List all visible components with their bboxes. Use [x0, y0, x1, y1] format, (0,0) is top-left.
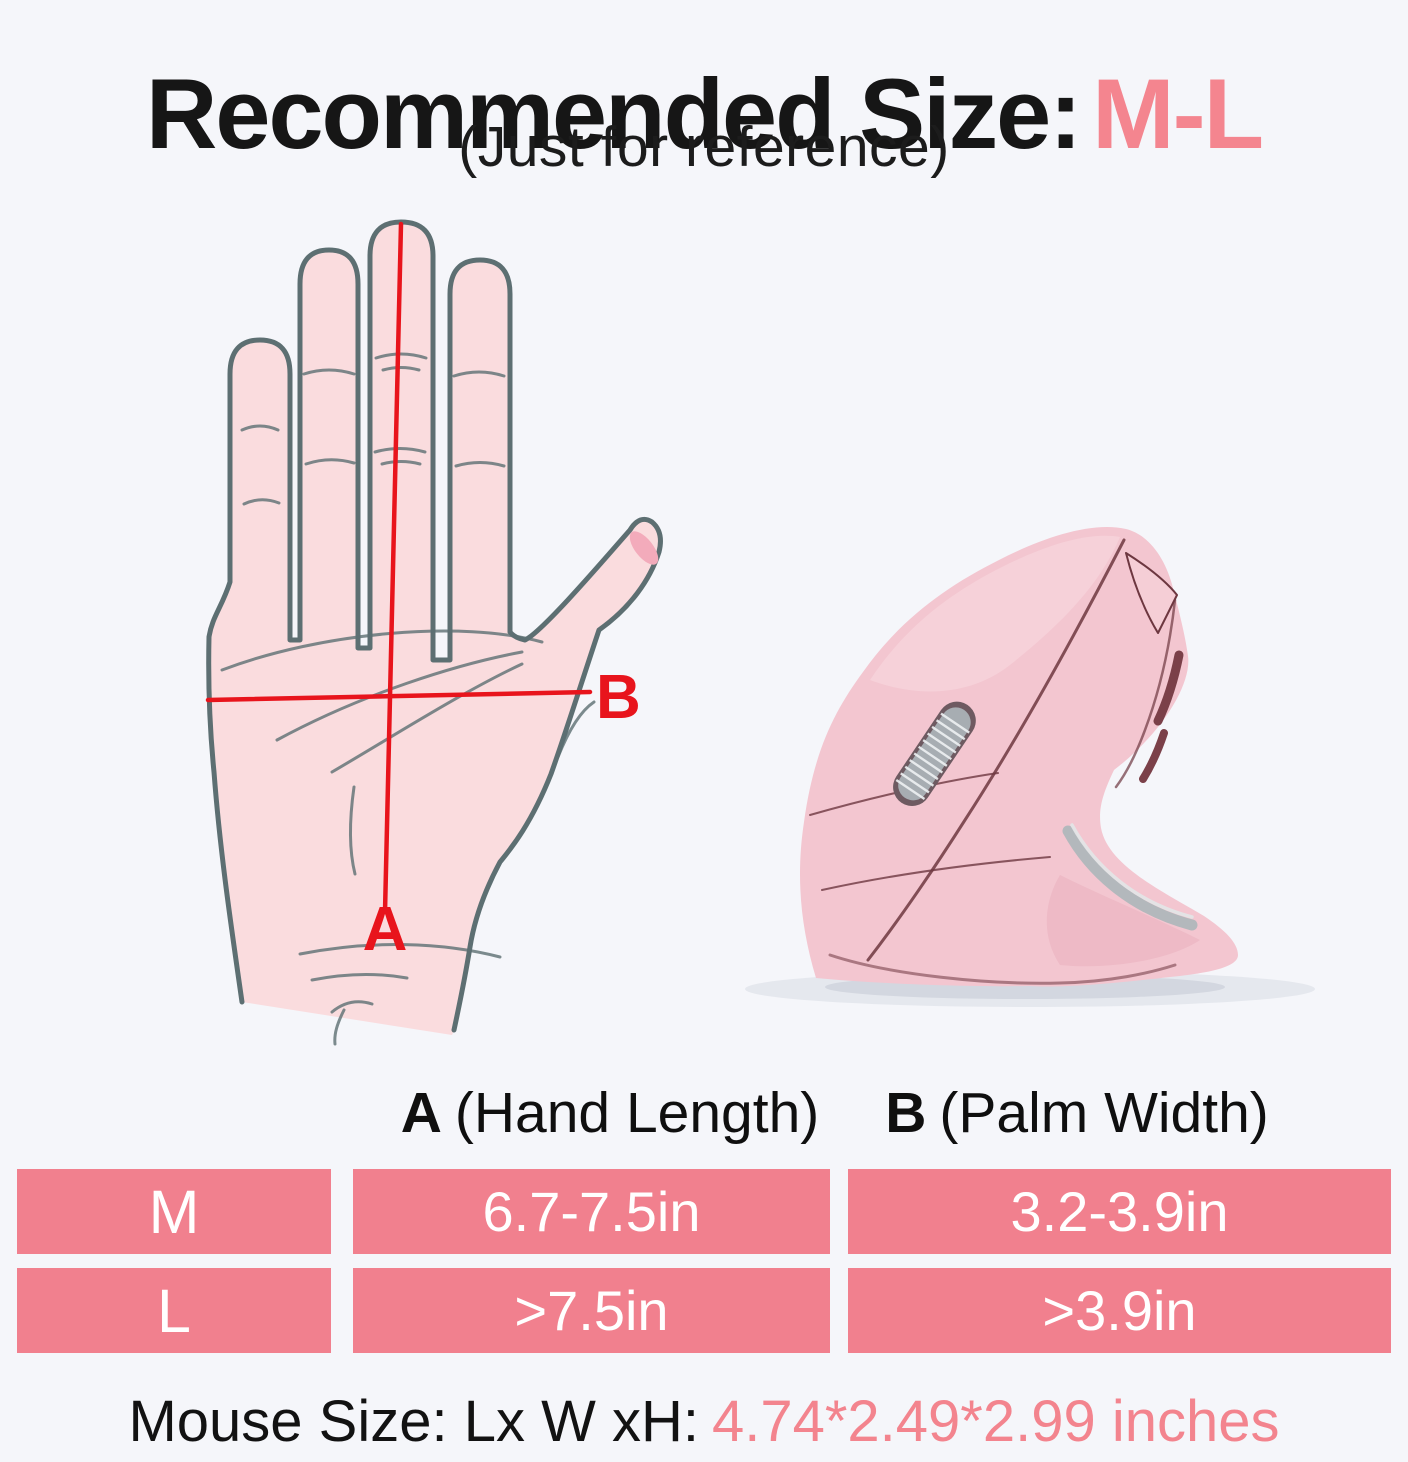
scroll-wheel	[893, 701, 976, 806]
column-header-palm-width: B (Palm Width)	[827, 1080, 1327, 1146]
page-title: Recommended Size: M-L	[0, 56, 1408, 173]
mouse-size-line: Mouse Size: Lx W xH: 4.74*2.49*2.99 inche…	[0, 1388, 1408, 1455]
palm-width-measure-line	[205, 689, 593, 703]
column-a-label: (Hand Length)	[454, 1081, 820, 1145]
mouse-shading	[1046, 875, 1200, 967]
mouse-size-value: 4.74*2.49*2.99 inches	[711, 1389, 1280, 1454]
subtitle: (Just for reference)	[458, 115, 950, 179]
column-header-hand-length: A (Hand Length)	[360, 1080, 860, 1146]
palm-width-cell: >3.9in	[848, 1268, 1391, 1353]
hand-length-label: A	[363, 895, 408, 964]
palm-width-cell: 3.2-3.9in	[848, 1169, 1391, 1254]
title-text: Recommended Size:	[145, 58, 1082, 170]
right-click-button	[1125, 552, 1178, 634]
silver-accent-arc	[1062, 823, 1198, 931]
hand-length-cell: >7.5in	[353, 1268, 830, 1353]
column-a-letter: A	[400, 1081, 442, 1145]
base-seam	[828, 953, 1177, 985]
size-cell: M	[17, 1169, 331, 1254]
hand-length-cell: 6.7-7.5in	[353, 1169, 830, 1254]
column-b-letter: B	[885, 1081, 927, 1145]
side-buttons	[1139, 650, 1184, 783]
button-seam	[866, 538, 1126, 962]
panel-line-lower	[821, 856, 1051, 891]
hand-illustration	[208, 222, 661, 1035]
finger-creases	[240, 352, 506, 506]
table-row-size-m: M 6.7-7.5in 3.2-3.9in	[17, 1169, 1391, 1254]
palm-width-label: B	[596, 663, 641, 732]
column-b-label: (Palm Width)	[939, 1081, 1269, 1145]
vertical-mouse-illustration	[745, 527, 1315, 1007]
table-row-size-l: L >7.5in >3.9in	[17, 1268, 1391, 1353]
hand-length-measure-line	[382, 221, 404, 915]
mouse-highlight	[870, 535, 1120, 692]
thumbnail	[629, 531, 659, 565]
recommended-size-value: M-L	[1092, 58, 1264, 170]
size-cell: L	[17, 1268, 331, 1353]
front-edge-seam	[1114, 598, 1177, 789]
mouse-size-label: Mouse Size: Lx W xH:	[128, 1389, 699, 1454]
hand-measurement-diagram: A B	[205, 219, 663, 1046]
palm-creases	[220, 629, 596, 1046]
